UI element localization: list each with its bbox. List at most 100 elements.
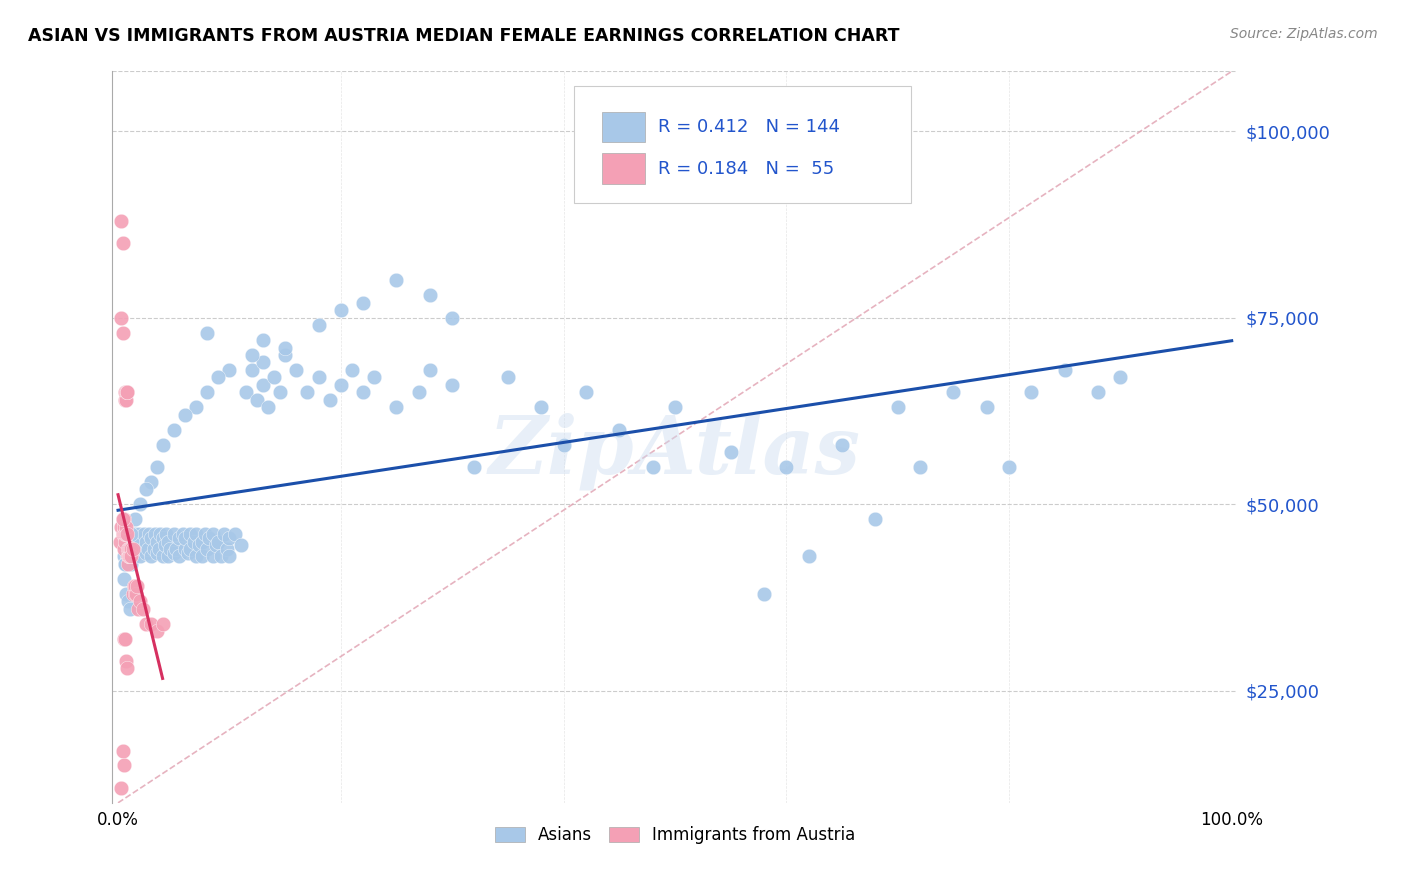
Point — [117, 549, 139, 564]
Point — [118, 534, 141, 549]
Point — [184, 401, 207, 415]
Point — [127, 601, 149, 615]
Point — [575, 385, 598, 400]
Point — [173, 542, 195, 557]
Point — [152, 549, 174, 564]
Point — [165, 542, 187, 557]
Point — [124, 512, 146, 526]
Point — [179, 542, 201, 557]
Point — [419, 363, 441, 377]
Point — [201, 527, 224, 541]
Point — [246, 392, 269, 407]
Point — [149, 527, 172, 541]
Point — [190, 549, 212, 564]
Point — [179, 527, 201, 541]
Point — [115, 527, 138, 541]
Point — [115, 587, 138, 601]
Point — [153, 538, 176, 552]
Point — [141, 549, 163, 564]
Point — [385, 401, 408, 415]
FancyBboxPatch shape — [602, 153, 644, 184]
Point — [1087, 385, 1109, 400]
Point — [112, 527, 135, 541]
Point — [121, 538, 143, 552]
Point — [110, 534, 132, 549]
Point — [142, 542, 165, 557]
Point — [240, 348, 263, 362]
Text: ZipAtlas: ZipAtlas — [489, 413, 860, 491]
Point — [194, 527, 217, 541]
Point — [121, 542, 143, 557]
Point — [908, 459, 931, 474]
Point — [184, 549, 207, 564]
Point — [942, 385, 965, 400]
Point — [831, 437, 853, 451]
Point — [257, 401, 280, 415]
Point — [115, 385, 138, 400]
Point — [212, 527, 235, 541]
Point — [136, 542, 159, 557]
Legend: Asians, Immigrants from Austria: Asians, Immigrants from Austria — [489, 822, 860, 849]
Point — [886, 401, 908, 415]
Point — [318, 392, 340, 407]
Point — [117, 542, 139, 557]
Point — [120, 542, 142, 557]
Point — [120, 549, 142, 564]
Point — [163, 423, 186, 437]
Text: ASIAN VS IMMIGRANTS FROM AUSTRIA MEDIAN FEMALE EARNINGS CORRELATION CHART: ASIAN VS IMMIGRANTS FROM AUSTRIA MEDIAN … — [28, 27, 900, 45]
Point — [124, 587, 146, 601]
Point — [129, 549, 152, 564]
Point — [252, 355, 274, 369]
Point — [129, 497, 152, 511]
Point — [114, 557, 136, 571]
Point — [124, 542, 146, 557]
Point — [114, 557, 136, 571]
Point — [172, 527, 194, 541]
Point — [120, 549, 142, 564]
Point — [148, 542, 170, 557]
Point — [308, 318, 330, 332]
Point — [720, 445, 742, 459]
Point — [125, 587, 148, 601]
Point — [111, 512, 134, 526]
Point — [198, 531, 221, 545]
Point — [135, 546, 157, 560]
Point — [121, 587, 143, 601]
Point — [120, 601, 142, 615]
Point — [159, 542, 181, 557]
Point — [252, 333, 274, 347]
Point — [775, 459, 797, 474]
Point — [110, 519, 132, 533]
Point — [118, 549, 141, 564]
Point — [195, 385, 218, 400]
Point — [329, 377, 352, 392]
Point — [1109, 370, 1132, 384]
Point — [274, 348, 297, 362]
Point — [111, 512, 134, 526]
Point — [752, 587, 775, 601]
Point — [865, 512, 887, 526]
Point — [131, 601, 153, 615]
FancyBboxPatch shape — [602, 112, 644, 143]
Point — [163, 527, 186, 541]
Point — [419, 288, 441, 302]
Point — [146, 534, 169, 549]
Point — [129, 531, 152, 545]
Point — [114, 392, 136, 407]
Point — [157, 549, 180, 564]
Point — [797, 549, 820, 564]
Point — [115, 654, 138, 668]
Point — [263, 370, 285, 384]
Point — [112, 632, 135, 646]
Point — [115, 385, 138, 400]
Point — [157, 534, 180, 549]
Point — [188, 538, 211, 552]
Point — [111, 235, 134, 250]
Point — [117, 527, 139, 541]
Point — [363, 370, 385, 384]
Point — [135, 534, 157, 549]
Point — [235, 385, 257, 400]
Point — [115, 385, 138, 400]
Point — [496, 370, 519, 384]
Point — [115, 549, 138, 564]
